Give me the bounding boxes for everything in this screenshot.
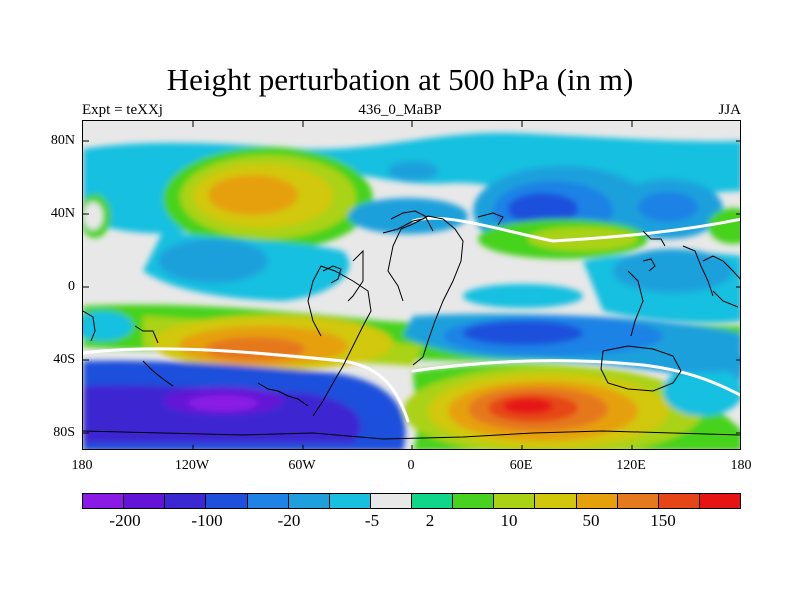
coastlines <box>83 210 740 440</box>
colorbar-swatch <box>329 494 371 508</box>
colorbar-swatch <box>83 494 125 508</box>
colorbar-label: -200 <box>109 511 141 530</box>
x-tick-label: 120E <box>616 458 646 473</box>
colorbar-swatch <box>165 494 207 508</box>
colorbar-label: 10 <box>500 511 518 530</box>
colorbar-swatch <box>124 494 166 508</box>
colorbar-swatch <box>699 494 740 508</box>
y-tick-label: 0 <box>68 279 75 294</box>
colorbar-label: -5 <box>364 511 380 530</box>
y-tick-label: 40S <box>53 352 75 367</box>
colorbar-swatch <box>206 494 248 508</box>
colorbar <box>82 493 741 509</box>
x-tick-label: 0 <box>407 458 415 473</box>
x-tick-label: 60E <box>509 458 533 473</box>
map-plot-area <box>82 120 741 450</box>
colorbar-swatch <box>617 494 659 508</box>
x-tick-label: 60W <box>288 458 316 473</box>
colorbar-label: -100 <box>191 511 223 530</box>
colorbar-swatch <box>494 494 536 508</box>
y-tick-label: 80S <box>53 425 75 440</box>
colorbar-swatch <box>288 494 330 508</box>
experiment-label: Expt = teXXj <box>82 102 163 118</box>
colorbar-swatch <box>412 494 454 508</box>
y-tick-label: 40N <box>50 206 75 221</box>
plot-title: Height perturbation at 500 hPa (in m) <box>166 62 634 97</box>
colorbar-label: 50 <box>582 511 600 530</box>
colorbar-label: -20 <box>277 511 301 530</box>
colorbar-swatch <box>370 494 412 508</box>
y-tick-label: 80N <box>50 133 75 148</box>
colorbar-swatch <box>658 494 700 508</box>
season-label: JJA <box>718 102 741 118</box>
x-tick-label: 180 <box>730 458 752 473</box>
colorbar-label: 2 <box>425 511 435 530</box>
colorbar-swatch <box>247 494 289 508</box>
colorbar-swatch <box>535 494 577 508</box>
colorbar-label: 150 <box>650 511 676 530</box>
x-tick-label: 120W <box>174 458 210 473</box>
height-perturbation-map <box>83 121 740 449</box>
x-tick-label: 180 <box>71 458 93 473</box>
case-label: 436_0_MaBP <box>358 102 442 118</box>
colorbar-swatch <box>576 494 618 508</box>
colorbar-swatch <box>453 494 495 508</box>
